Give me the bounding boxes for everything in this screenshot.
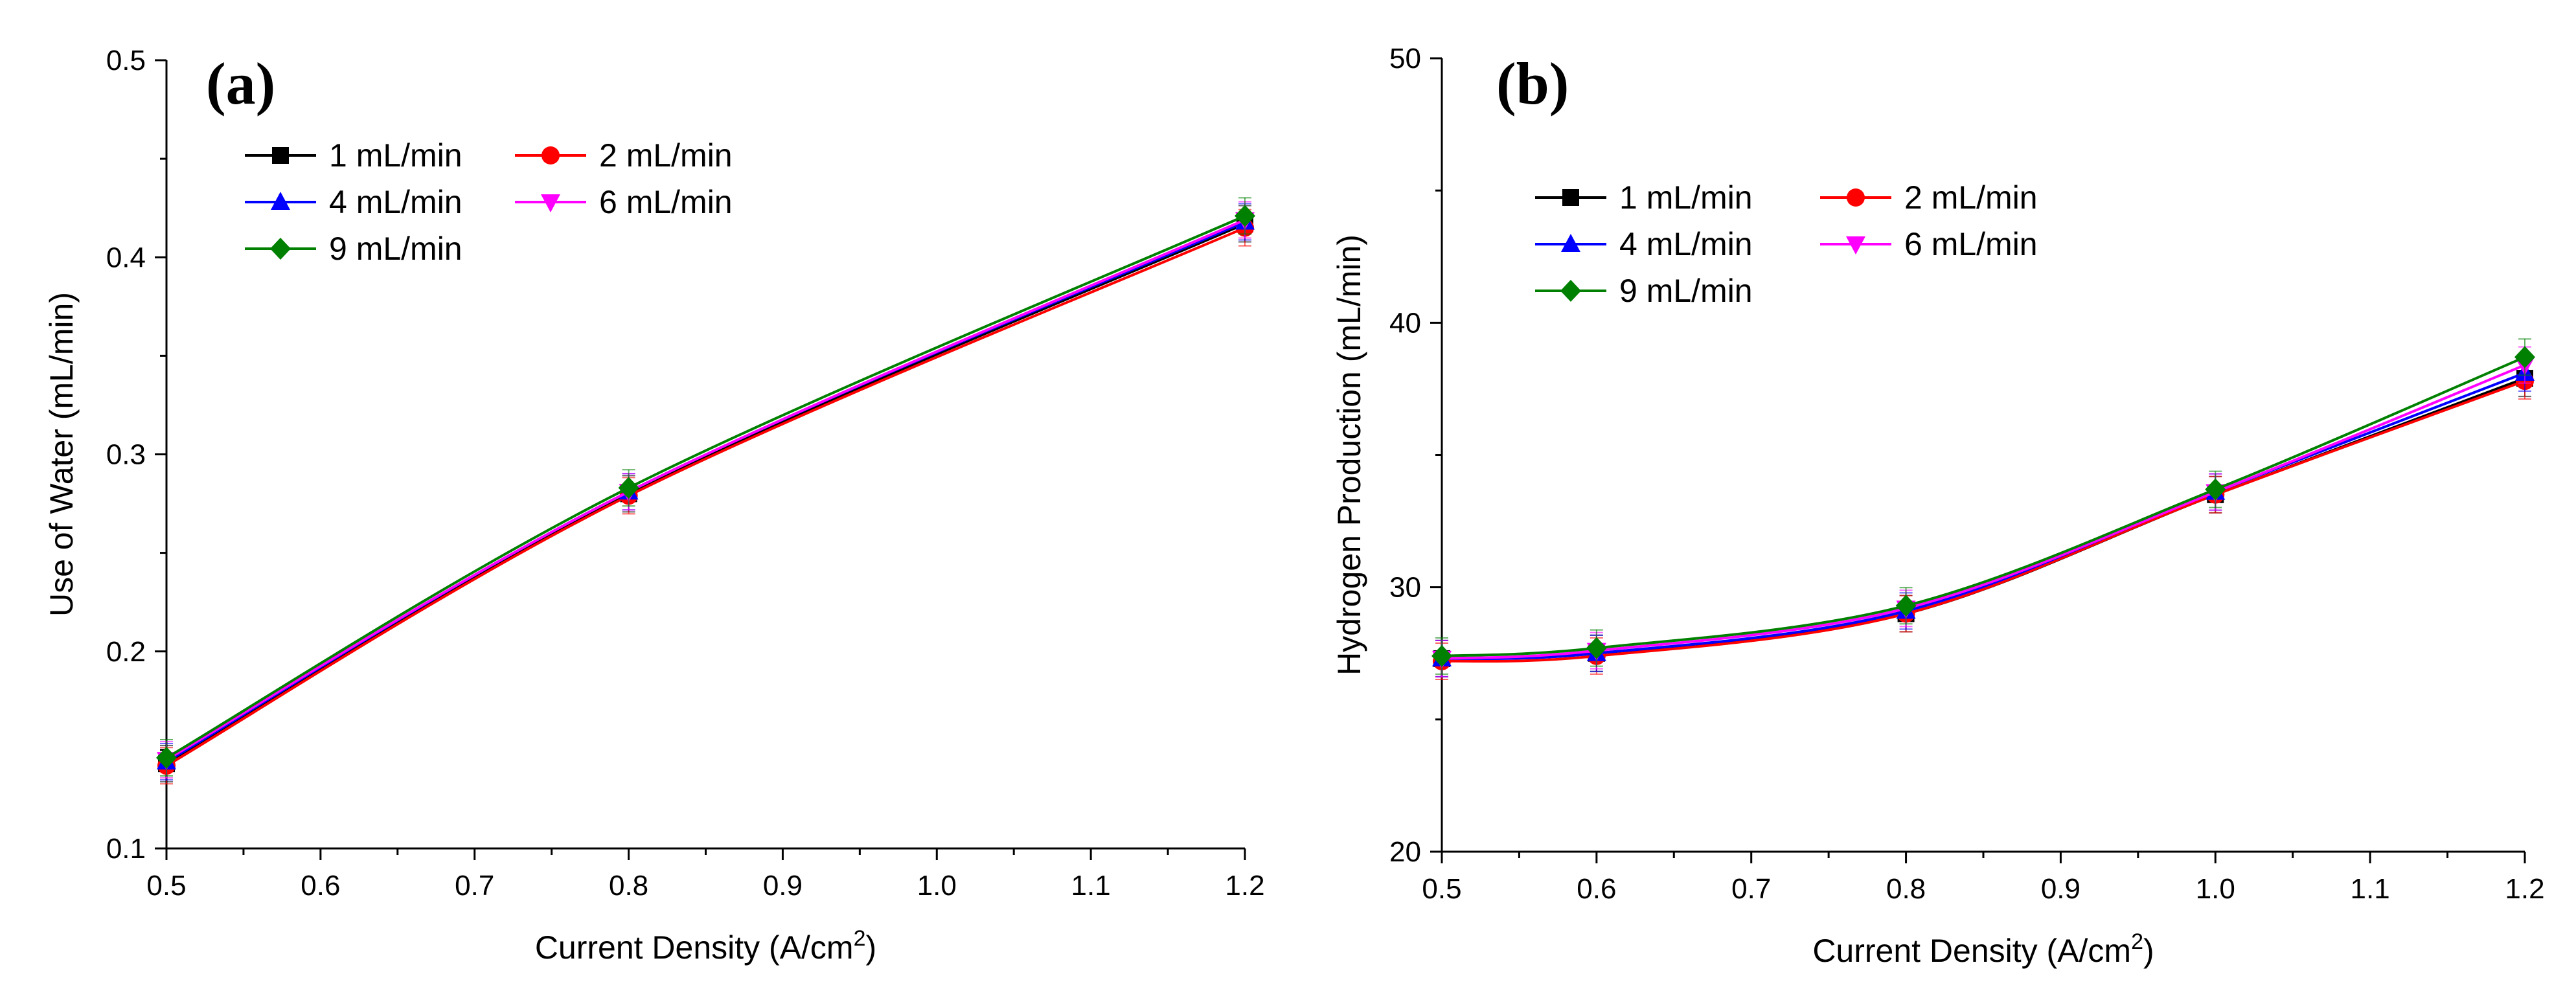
x-axis-title-sup: 2 <box>2131 929 2143 954</box>
y-tick-label: 0.2 <box>106 636 146 668</box>
series-line <box>1441 377 2525 660</box>
y-tick-label: 0.3 <box>106 439 146 471</box>
x-tick-label: 0.9 <box>2041 873 2080 905</box>
x-tick-label: 0.8 <box>1886 873 1926 905</box>
x-axis-title-end: ) <box>866 929 877 966</box>
legend-label: 6 mL/min <box>599 184 733 220</box>
x-tick-label: 1.0 <box>917 870 957 902</box>
series-4-ml-min <box>1432 354 2535 677</box>
series-line <box>1441 356 2525 657</box>
y-axis-title: Use of Water (mL/min) <box>43 292 80 617</box>
chart-panel-b: 0.5 0.6 0.7 0.8 0.9 1.0 1.1 1.2 20 30 40 50 Current … <box>1331 43 2545 969</box>
x-tick-label: 0.6 <box>301 870 340 902</box>
legend-item: 2 mL/min <box>515 137 733 174</box>
data-point <box>2205 478 2226 501</box>
y-tick-label: 0.4 <box>106 242 146 273</box>
series-9-ml-min <box>1431 338 2535 675</box>
series-2-ml-min <box>157 209 1254 785</box>
y-tick-label: 30 <box>1389 572 1421 604</box>
legend-item: 6 mL/min <box>1820 226 2038 262</box>
x-tick-label: 1.1 <box>1071 870 1111 902</box>
x-tick-label: 1.2 <box>2505 873 2544 905</box>
legend-item: 4 mL/min <box>1535 226 1753 262</box>
legend-label: 2 mL/min <box>599 137 733 174</box>
legend-marker <box>1561 234 1580 252</box>
legend-item: 1 mL/min <box>1535 179 1753 216</box>
x-axis-title: Current Density (A/cm2) <box>1812 929 2154 969</box>
panel-label: (a) <box>206 51 275 117</box>
x-tick-label: 0.5 <box>1422 873 1461 905</box>
legend-marker <box>541 146 560 165</box>
y-tick-label: 0.1 <box>106 833 146 865</box>
panel-label: (b) <box>1496 51 1569 117</box>
series-line <box>165 218 1246 761</box>
x-axis-title-end: ) <box>2143 933 2154 969</box>
series-9-ml-min <box>156 197 1255 777</box>
legend-item: 2 mL/min <box>1820 179 2038 216</box>
series-line <box>1441 363 2525 660</box>
x-tick-label: 1.0 <box>2196 873 2235 905</box>
data-point <box>1895 595 1917 617</box>
y-axis-title: Hydrogen Production (mL/min) <box>1331 234 1367 676</box>
data-point <box>618 477 639 499</box>
legend-marker <box>1846 236 1865 255</box>
x-tick-label: 0.8 <box>609 870 648 902</box>
legend-item: 6 mL/min <box>515 184 733 220</box>
legend-label: 2 mL/min <box>1904 179 2038 216</box>
x-axis-title-main: Current Density (A/cm <box>535 929 854 966</box>
legend-marker <box>270 238 291 260</box>
legend-label: 4 mL/min <box>1619 226 1753 262</box>
legend-marker <box>1847 188 1865 207</box>
data-point <box>1431 644 1452 667</box>
data-point <box>156 747 177 769</box>
y-tick-label: 0.5 <box>106 45 146 76</box>
legend-label: 6 mL/min <box>1904 226 2038 262</box>
data-point <box>2514 346 2535 369</box>
legend-label: 4 mL/min <box>329 184 462 220</box>
series-line <box>165 220 1246 763</box>
y-tick-label: 20 <box>1389 836 1421 868</box>
legend-marker <box>1560 280 1581 302</box>
x-axis-title: Current Density (A/cm2) <box>535 926 876 966</box>
legend-label: 1 mL/min <box>1619 179 1753 216</box>
series-line <box>1441 380 2525 663</box>
legend-marker <box>541 194 560 212</box>
data-point <box>1235 205 1255 227</box>
series-line <box>1441 372 2525 660</box>
legend-item: 1 mL/min <box>245 137 462 174</box>
series-line <box>165 226 1246 767</box>
x-tick-label: 1.2 <box>1225 870 1264 902</box>
legend-marker <box>1562 189 1579 206</box>
series-6-ml-min <box>1432 346 2535 677</box>
legend-label: 9 mL/min <box>1619 273 1753 309</box>
x-tick-label: 0.6 <box>1577 873 1616 905</box>
legend-marker <box>271 192 290 210</box>
x-tick-label: 0.9 <box>763 870 803 902</box>
y-tick-label: 40 <box>1389 307 1421 339</box>
legend: 1 mL/min 2 mL/min 4 mL/min 6 mL/min 9 mL/min <box>1535 179 2038 309</box>
y-tick-label: 50 <box>1389 43 1421 74</box>
x-tick-label: 0.5 <box>146 870 186 902</box>
legend-item: 9 mL/min <box>245 231 462 267</box>
legend-label: 1 mL/min <box>329 137 462 174</box>
legend-marker <box>272 147 289 164</box>
x-tick-label: 1.1 <box>2351 873 2390 905</box>
chart-panel-a: 0.5 0.6 0.7 0.8 0.9 1.0 1.1 1.2 0.1 0.2 0.3 0.4 0.5 C… <box>43 45 1265 966</box>
x-tick-label: 0.7 <box>1731 873 1771 905</box>
x-axis-title-sup: 2 <box>854 926 866 951</box>
legend-label: 9 mL/min <box>329 231 462 267</box>
data-point <box>1586 637 1607 659</box>
legend-item: 9 mL/min <box>1535 273 1753 309</box>
legend-item: 4 mL/min <box>245 184 462 220</box>
x-tick-label: 0.7 <box>455 870 494 902</box>
series-line <box>165 222 1246 765</box>
x-axis-title-main: Current Density (A/cm <box>1812 933 2131 969</box>
legend: 1 mL/min 2 mL/min 4 mL/min 6 mL/min 9 mL/min <box>245 137 733 267</box>
series-line <box>165 214 1246 759</box>
